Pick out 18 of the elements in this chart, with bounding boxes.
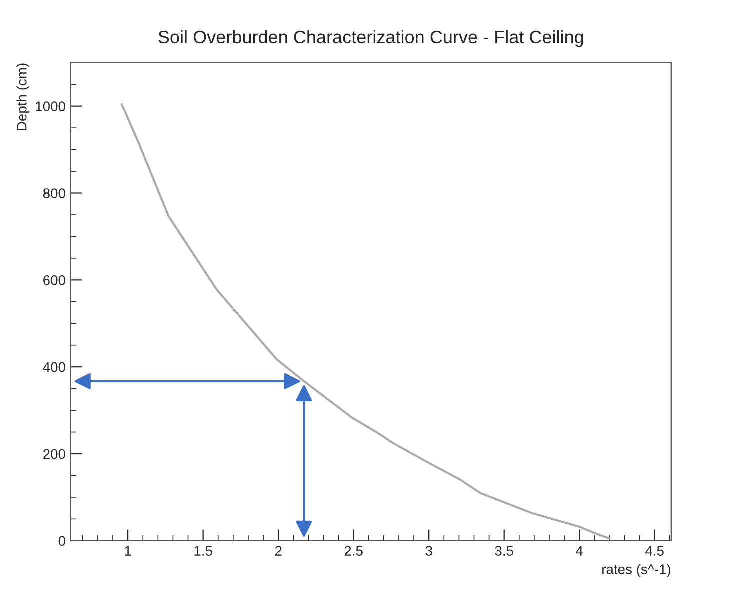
x-tick-label: 1.5 [194,546,212,556]
x-tick-label: 4 [576,546,584,556]
y-tick-label: 0 [58,536,66,546]
x-axis-title: rates (s^-1) [602,564,671,578]
x-tick-label: 3 [426,546,432,556]
y-tick-label: 600 [44,276,66,286]
y-tick-label: 1000 [36,102,66,112]
x-tick-label: 3.5 [495,546,514,556]
line-series [121,104,611,540]
y-tick-label: 800 [43,188,66,198]
chart-title: Soil Overburden Characterization Curve - Flat Ceiling [158,30,584,48]
x-tick-label: 4.5 [646,546,664,556]
x-tick-label: 2.5 [344,546,363,556]
x-tick-label: 2 [275,546,282,556]
x-tick-label: 1 [125,546,132,556]
y-tick-label: 200 [44,449,66,460]
y-axis-title: Depth (cm) [16,64,30,130]
y-tick-label: 400 [43,362,66,372]
